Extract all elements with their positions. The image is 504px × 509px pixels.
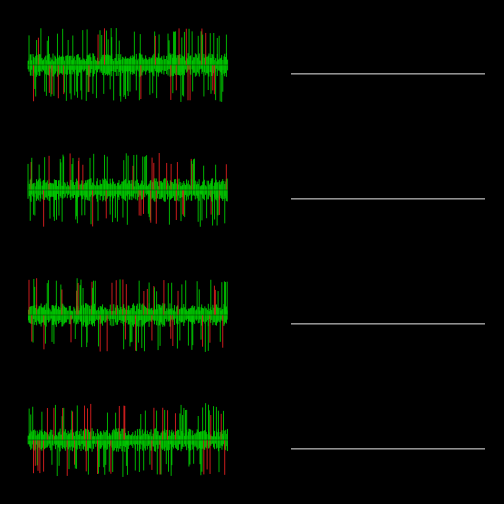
figure-svg xyxy=(0,0,504,504)
figure-container xyxy=(0,0,504,504)
